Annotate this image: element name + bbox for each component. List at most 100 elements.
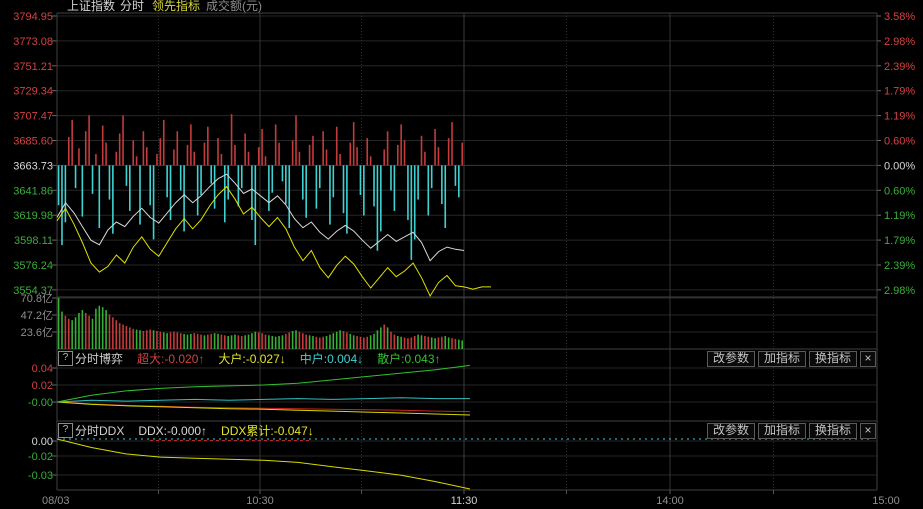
volume-bar bbox=[349, 333, 352, 349]
updown-bar bbox=[302, 165, 304, 200]
volume-bar bbox=[359, 336, 362, 349]
updown-bar bbox=[179, 165, 182, 191]
updown-bar bbox=[346, 165, 348, 234]
updown-bar bbox=[278, 142, 280, 166]
updown-bar bbox=[122, 115, 124, 166]
updown-bar bbox=[291, 140, 294, 166]
updown-bar bbox=[254, 165, 257, 246]
volume-bar bbox=[67, 318, 70, 349]
volume-bar bbox=[156, 330, 158, 349]
leading-indicator-toggle[interactable]: 领先指标 bbox=[152, 0, 201, 13]
updown-bar bbox=[142, 131, 145, 166]
volume-bar bbox=[339, 330, 341, 349]
add-indicator-button[interactable]: 加指标 bbox=[757, 422, 806, 439]
volume-bar bbox=[64, 315, 67, 349]
updown-bar bbox=[390, 165, 392, 191]
volume-bar bbox=[220, 334, 223, 349]
volume-bar bbox=[240, 336, 243, 349]
volume-bar bbox=[105, 310, 107, 349]
updown-bar bbox=[88, 115, 90, 166]
volume-bar bbox=[302, 333, 304, 349]
volume-bar bbox=[400, 336, 402, 349]
updown-bar bbox=[359, 165, 362, 195]
updown-bar bbox=[125, 165, 128, 186]
volume-bar bbox=[61, 311, 63, 349]
volume-bar bbox=[217, 333, 219, 349]
updown-bar bbox=[71, 119, 73, 166]
pct-axis-label: 0.60% bbox=[884, 185, 915, 197]
switch-indicator-button[interactable]: 换指标 bbox=[808, 422, 857, 439]
updown-bar bbox=[339, 154, 341, 166]
updown-bar bbox=[356, 147, 358, 166]
updown-bar bbox=[325, 149, 328, 166]
close-panel-icon[interactable]: × bbox=[860, 350, 876, 367]
panel-boyi-title: 分时博弈 bbox=[75, 352, 124, 366]
updown-bar bbox=[223, 165, 226, 223]
panel1-axis-label: 0.02 bbox=[32, 380, 53, 392]
updown-bar bbox=[251, 165, 253, 221]
updown-bar bbox=[78, 148, 80, 166]
volume-bar bbox=[352, 335, 355, 349]
volume-bar bbox=[329, 334, 331, 349]
volume-bar bbox=[430, 337, 433, 349]
updown-bar bbox=[352, 122, 355, 166]
time-label-1030: 10:30 bbox=[246, 495, 274, 507]
volume-bar bbox=[410, 337, 413, 349]
volume-bar bbox=[427, 336, 430, 349]
help-icon[interactable]: ? bbox=[58, 423, 73, 438]
panel1-axis-label: -0.00 bbox=[28, 397, 53, 409]
updown-bar bbox=[268, 165, 270, 211]
updown-bar bbox=[288, 165, 291, 229]
volume-bar bbox=[413, 336, 416, 349]
updown-bar bbox=[98, 165, 101, 229]
updown-bar bbox=[145, 147, 148, 166]
price-axis-label: 3707.47 bbox=[13, 111, 53, 123]
updown-bar bbox=[190, 124, 192, 166]
updown-bar bbox=[430, 165, 433, 189]
indicator-item-chaoda: 超大:-0.020↑ bbox=[137, 350, 204, 367]
updown-bar bbox=[74, 165, 77, 189]
volume-bar bbox=[145, 330, 148, 349]
close-panel-icon[interactable]: × bbox=[860, 422, 876, 439]
time-label-1400: 14:00 bbox=[656, 495, 684, 507]
tab-intraday[interactable]: 分时 bbox=[120, 0, 145, 13]
volume-bar bbox=[132, 328, 135, 349]
volume-bar bbox=[288, 332, 291, 349]
volume-bar bbox=[356, 336, 358, 349]
updown-bar bbox=[322, 131, 324, 166]
pct-axis-label: 2.98% bbox=[884, 285, 915, 297]
change-params-button[interactable]: 改参数 bbox=[706, 350, 755, 367]
updown-bar bbox=[373, 165, 375, 207]
help-icon[interactable]: ? bbox=[58, 351, 73, 366]
volume-bar bbox=[461, 340, 464, 349]
volume-bar bbox=[281, 335, 284, 349]
change-params-button[interactable]: 改参数 bbox=[706, 422, 755, 439]
volume-bar bbox=[200, 334, 202, 349]
updown-bar bbox=[383, 149, 385, 166]
add-indicator-button[interactable]: 加指标 bbox=[757, 350, 806, 367]
item-label: 大户: bbox=[218, 352, 246, 366]
volume-bar bbox=[74, 317, 77, 349]
indicator-item-sanhu: 散户:0.043↑ bbox=[377, 350, 440, 367]
switch-indicator-button[interactable]: 换指标 bbox=[808, 350, 857, 367]
updown-bar bbox=[67, 136, 70, 166]
volume-bar bbox=[403, 337, 406, 349]
updown-bar bbox=[298, 151, 301, 166]
updown-bar bbox=[196, 165, 199, 216]
updown-bar bbox=[64, 165, 67, 223]
volume-bar bbox=[308, 335, 311, 349]
updown-bar bbox=[308, 144, 311, 166]
item-label: 超大: bbox=[137, 352, 165, 366]
updown-bar bbox=[217, 138, 219, 166]
updown-bar bbox=[332, 165, 335, 198]
updown-bar bbox=[413, 165, 416, 240]
volume-bar bbox=[115, 320, 118, 349]
volume-bar bbox=[346, 332, 348, 349]
updown-bar bbox=[173, 149, 175, 166]
updown-bar bbox=[424, 151, 426, 166]
price-axis-label: 3773.08 bbox=[13, 36, 53, 48]
updown-bar bbox=[176, 131, 179, 166]
price-axis-label: 3619.98 bbox=[13, 210, 53, 222]
panel2-axis-label: -0.03 bbox=[28, 470, 53, 482]
